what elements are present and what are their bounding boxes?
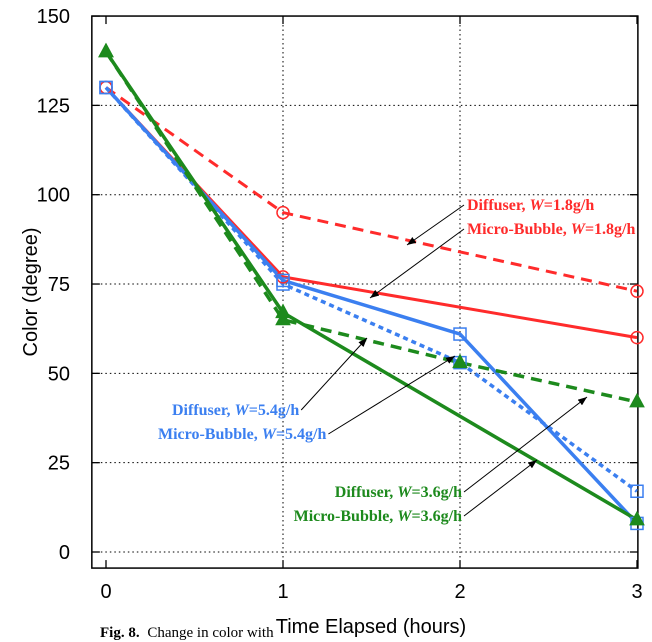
series-label-2: Diffuser, W=5.4g/h: [172, 402, 299, 419]
y-tick-label: 125: [37, 95, 70, 117]
x-axis-title-backdrop: [274, 613, 468, 642]
data-point-triangle: [629, 392, 645, 408]
x-tick-label: 1: [277, 581, 288, 603]
plot-frame-group: [91, 15, 639, 569]
figure-caption-text: Change in color with time: [147, 625, 304, 641]
series-label-0: Diffuser, W=1.8g/h: [467, 197, 594, 214]
annotation-arrow-5: [463, 459, 538, 517]
series-annotations: Diffuser, W=1.8g/h Micro-Bubble, W=1.8g/h…: [158, 197, 636, 525]
series-label-1: Micro-Bubble, W=1.8g/h: [467, 221, 636, 238]
grid-lines: [91, 16, 638, 569]
data-point-square: [453, 327, 467, 341]
y-tick-label: 0: [59, 542, 70, 564]
data-point-square: [99, 80, 113, 95]
y-tick-label: 100: [37, 185, 70, 207]
data-point-triangle: [629, 510, 645, 526]
x-tick-label: 0: [100, 581, 111, 603]
data-point-circle: [630, 330, 644, 345]
plot-frame: [91, 15, 639, 569]
y-tick-label: 150: [37, 6, 70, 28]
series-line-5: [104, 50, 638, 522]
figure-caption-label: Fig. 8.: [100, 625, 140, 641]
series-label-5: Micro-Bubble, W=3.6g/h: [294, 508, 463, 525]
data-point-triangle: [275, 310, 291, 326]
data-point-circle: [630, 284, 644, 298]
axis-ticks: 0 25 50 75 100 125 150 0 1 2 3: [37, 6, 643, 603]
series-label-4: Diffuser, W=3.6g/h: [335, 484, 462, 501]
y-tick-label: 25: [48, 453, 70, 475]
y-tick-label: 50: [48, 363, 70, 385]
series-line-3: [104, 86, 639, 525]
data-point-triangle: [98, 42, 114, 58]
data-point-square: [630, 484, 644, 499]
data-markers: [98, 42, 645, 531]
data-point-triangle: [452, 353, 468, 369]
figure-caption: Fig. 8. Change in color with time: [100, 625, 304, 641]
series-line-0: [105, 86, 638, 293]
annotation-arrow-2: [300, 337, 368, 411]
y-tick-label: 75: [48, 274, 70, 296]
data-point-triangle: [275, 303, 291, 319]
data-point-circle: [276, 205, 290, 220]
annotation-arrow-3: [328, 355, 456, 435]
series-lines: [104, 50, 639, 525]
x-tick-label: 3: [631, 581, 642, 603]
data-point-square: [276, 273, 290, 288]
x-axis-title: Time Elapsed (hours): [276, 616, 466, 638]
annotation-arrow-0: [406, 204, 465, 246]
annotation-arrow-4: [463, 396, 588, 493]
y-axis-title: Color (degree): [20, 228, 42, 357]
series-label-3: Micro-Bubble, W=5.4g/h: [158, 426, 327, 443]
x-tick-label: 2: [454, 581, 465, 603]
annotation-arrow-1: [369, 228, 465, 299]
